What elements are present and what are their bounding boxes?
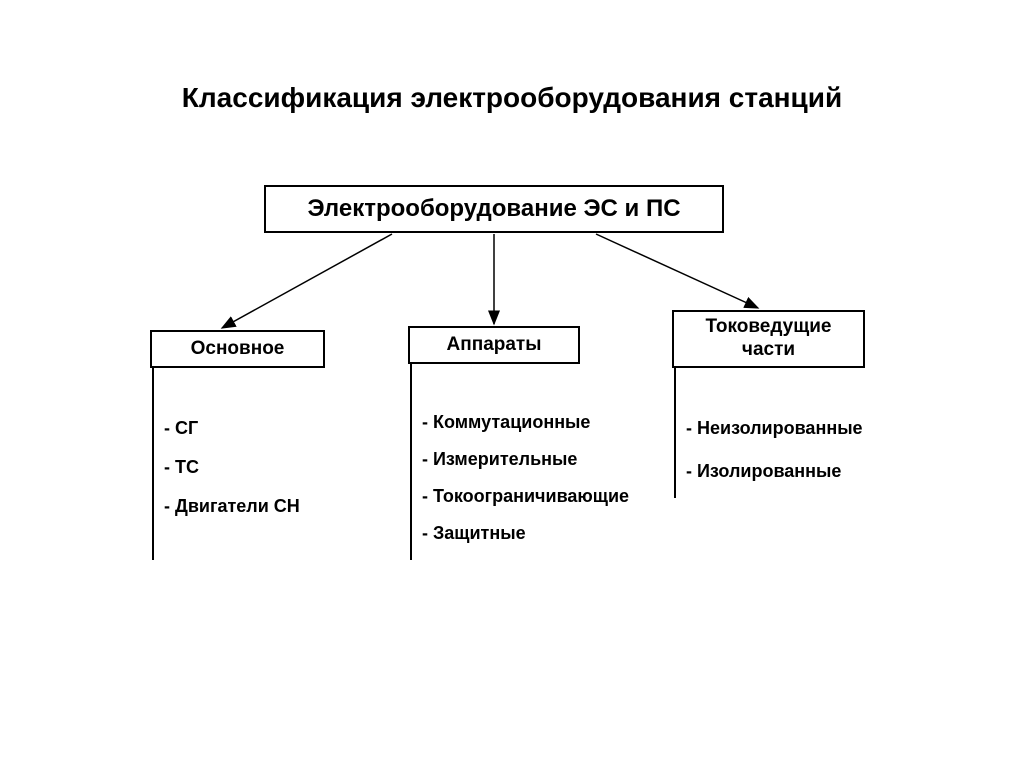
list-item: - Измерительные	[422, 449, 629, 470]
arrow-edge	[222, 234, 392, 328]
child-node-main: Основное	[150, 330, 325, 368]
list-item: - Двигатели СН	[164, 496, 300, 517]
child-node-devices: Аппараты	[408, 326, 580, 364]
items-list-conductors: - Неизолированные - Изолированные	[686, 418, 863, 504]
list-item: - ТС	[164, 457, 300, 478]
diagram-title: Классификация электрооборудования станци…	[0, 82, 1024, 114]
vertical-line-2	[410, 364, 412, 560]
items-list-devices: - Коммутационные - Измерительные - Токоо…	[422, 412, 629, 560]
child-node-conductors: Токоведущие части	[672, 310, 865, 368]
list-item: - СГ	[164, 418, 300, 439]
items-list-main: - СГ - ТС - Двигатели СН	[164, 418, 300, 535]
list-item: - Коммутационные	[422, 412, 629, 433]
root-node: Электрооборудование ЭС и ПС	[264, 185, 724, 233]
list-item: - Изолированные	[686, 461, 863, 482]
vertical-line-3	[674, 368, 676, 498]
arrow-edge	[596, 234, 758, 308]
list-item: - Токоограничивающие	[422, 486, 629, 507]
list-item: - Защитные	[422, 523, 629, 544]
list-item: - Неизолированные	[686, 418, 863, 439]
vertical-line-1	[152, 368, 154, 560]
